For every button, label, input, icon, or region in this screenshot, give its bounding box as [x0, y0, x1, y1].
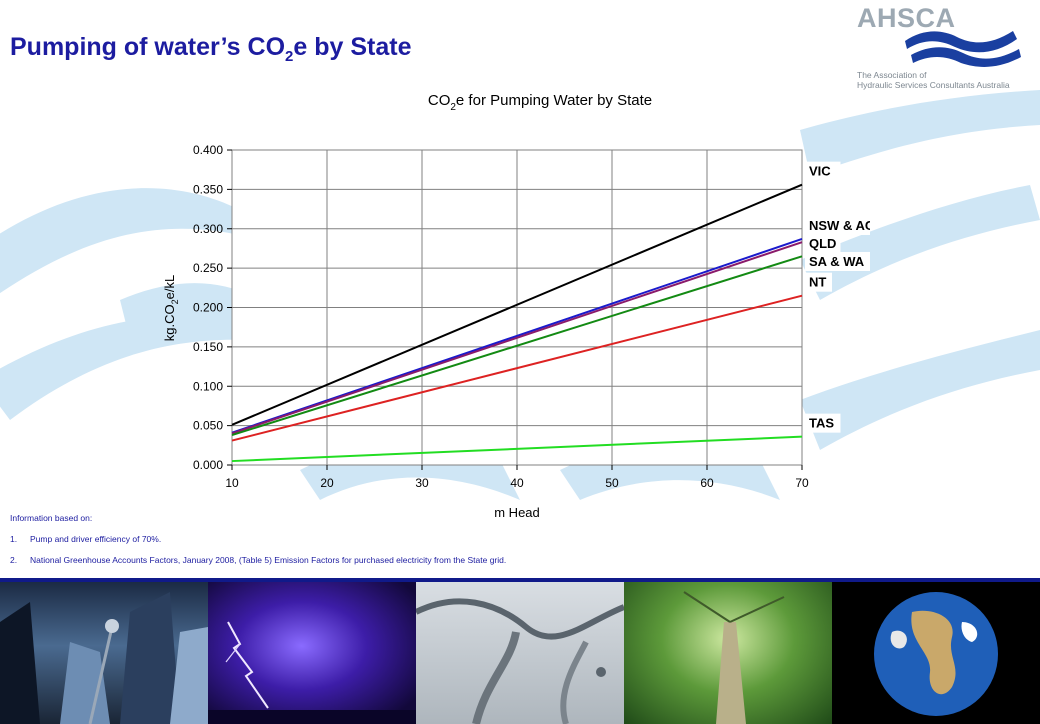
y-tick-label: 0.200 [193, 301, 223, 315]
photo-strip [0, 578, 1040, 724]
series-label: VIC [809, 164, 831, 179]
series-label-box [805, 251, 870, 271]
note-item: 1. Pump and driver efficiency of 70%. [10, 534, 162, 544]
y-axis-label: kg.CO2e/kL [162, 275, 180, 341]
x-tick-label: 40 [510, 476, 524, 490]
y-tick-label: 0.300 [193, 222, 223, 236]
forest-tree-image [624, 582, 832, 724]
notes-heading: Information based on: [10, 513, 93, 523]
y-tick-label: 0.150 [193, 340, 223, 354]
y-tick-label: 0.350 [193, 182, 223, 196]
chart-title: CO2e for Pumping Water by State [428, 92, 652, 113]
logo-wave-icon [905, 31, 1021, 67]
series-line [231, 255, 803, 437]
notes-section: Information based on: 1. Pump and driver … [10, 513, 506, 576]
co2-pumping-chart: CO2e for Pumping Water by State kg.CO2e/… [162, 92, 870, 520]
series-label-box [805, 413, 841, 433]
page-title: Pumping of water’s CO2e by State [10, 33, 412, 65]
earth-globe-image [832, 582, 1040, 724]
x-tick-label: 50 [605, 476, 619, 490]
y-tick-label: 0.000 [193, 458, 223, 472]
y-tick-label: 0.100 [193, 379, 223, 393]
series-label: QLD [809, 236, 836, 251]
lightning-storm-image [208, 582, 416, 724]
logo-wordmark: AHSCA [857, 3, 956, 33]
y-tick-label: 0.400 [193, 143, 223, 157]
series-line [231, 183, 803, 426]
series-line [231, 294, 803, 442]
y-tick-label: 0.050 [193, 419, 223, 433]
x-tick-label: 20 [320, 476, 334, 490]
series-label-box [805, 233, 841, 253]
x-tick-label: 60 [700, 476, 714, 490]
series-label: NSW & ACT [809, 218, 870, 233]
series-line [231, 435, 803, 463]
logo-caption: The Association of Hydraulic Services Co… [857, 70, 1010, 90]
ahsca-logo: AHSCA The Association of Hydraulic Servi… [853, 3, 1038, 93]
city-skyline-image [0, 582, 208, 724]
note-item: 2. National Greenhouse Accounts Factors, … [10, 555, 507, 565]
x-axis-label: m Head [494, 505, 540, 520]
series-line [231, 241, 803, 435]
series-label: NT [809, 275, 826, 290]
y-tick-label: 0.250 [193, 261, 223, 275]
series-label-box [805, 161, 841, 181]
series-label-box [805, 215, 870, 235]
series-label: TAS [809, 416, 834, 431]
series-line [231, 238, 803, 434]
water-splash-image [416, 582, 624, 724]
series-label-box [805, 272, 832, 292]
x-tick-label: 70 [795, 476, 809, 490]
x-tick-label: 30 [415, 476, 429, 490]
series-label: SA & WA [809, 254, 865, 269]
x-tick-label: 10 [225, 476, 239, 490]
